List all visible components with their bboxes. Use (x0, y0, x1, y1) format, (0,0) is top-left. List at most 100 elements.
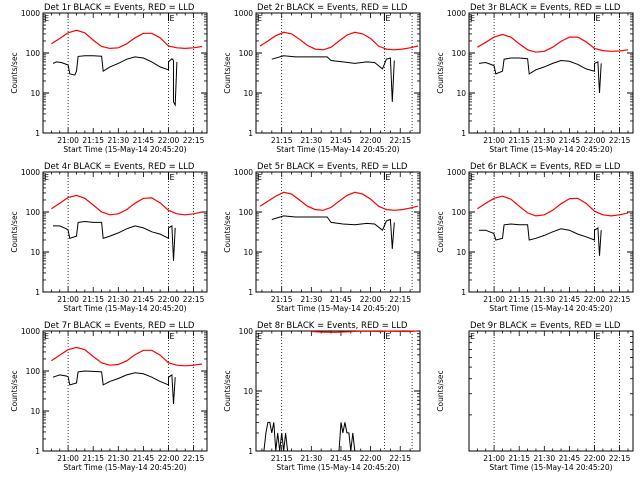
flag-marker: E (170, 332, 175, 341)
panel-8: Det 8r BLACK = Events, RED = LLD 1 10 100 Co… (223, 321, 421, 472)
panel-title: Det 4r BLACK = Events, RED = LLD (44, 162, 195, 172)
panel-5: Det 5r BLACK = Events, RED = LLD 1 10 100 10… (223, 162, 421, 313)
x-tick-label: 21:00 (57, 295, 79, 304)
x-tick-label: 21:30 (301, 454, 323, 463)
y-axis-label: Counts/sec (436, 370, 445, 411)
x-tick-label: 21:15 (271, 295, 293, 304)
y-axis-label: Counts/sec (223, 52, 232, 93)
y-tick-label: 10 (30, 248, 40, 257)
y-axis-label: Counts/sec (436, 52, 445, 93)
x-tick-label: 21:45 (133, 295, 155, 304)
x-tick-label: 21:45 (133, 136, 155, 145)
x-axis-label: Start Time (15-May-14 20:45:20) (489, 145, 612, 154)
event-rate-line (479, 223, 602, 256)
y-tick-label: 1000 (21, 327, 40, 336)
x-tick-label: 21:45 (330, 454, 352, 463)
panel-7: Det 7r BLACK = Events, RED = LLD 1 10 100 10… (10, 321, 208, 472)
x-tick-label: 21:30 (533, 454, 555, 463)
y-tick-label: 10 (456, 248, 466, 257)
x-tick-label: 21:30 (107, 295, 129, 304)
panel-title: Det 3r BLACK = Events, RED = LLD (470, 3, 621, 13)
x-tick-label: 21:30 (301, 295, 323, 304)
lld-rate-line (477, 33, 629, 53)
panel-title: Det 5r BLACK = Events, RED = LLD (257, 162, 408, 172)
flag-marker: E (470, 14, 475, 23)
flag-marker: E (596, 14, 601, 23)
event-rate-line (52, 55, 178, 107)
x-tick-label: 21:15 (82, 295, 104, 304)
x-tick-label: 21:15 (508, 454, 530, 463)
lld-rate-line (51, 346, 203, 367)
y-axis-label: Counts/sec (10, 52, 19, 93)
flag-marker: E (44, 332, 49, 341)
lld-rate-line (477, 195, 629, 217)
x-tick-label: 21:00 (483, 136, 505, 145)
event-rate-line (53, 220, 176, 261)
x-tick-label: 22:15 (389, 136, 411, 145)
x-tick-label: 21:30 (533, 136, 555, 145)
x-tick-label: 22:00 (584, 136, 606, 145)
x-tick-label: 21:45 (559, 295, 581, 304)
plot-frame (255, 171, 421, 293)
flag-marker: E (470, 332, 475, 341)
x-axis-label: Start Time (15-May-14 20:45:20) (63, 463, 186, 472)
x-tick-label: 21:00 (483, 454, 505, 463)
x-tick-label: 22:15 (183, 136, 205, 145)
plot-frame (42, 171, 208, 293)
x-tick-label: 21:15 (271, 136, 293, 145)
flag-marker: E (257, 173, 262, 182)
x-tick-label: 21:00 (483, 295, 505, 304)
y-axis-label: Counts/sec (10, 370, 19, 411)
y-axis-label: Counts/sec (10, 211, 19, 252)
x-tick-label: 21:45 (559, 136, 581, 145)
y-tick-label: 1 (35, 288, 40, 297)
x-axis-label: Start Time (15-May-14 20:45:20) (276, 145, 399, 154)
panel-4: Det 4r BLACK = Events, RED = LLD 1 10 100 10… (10, 162, 208, 313)
x-tick-label: 21:15 (271, 454, 293, 463)
x-axis-label: Start Time (15-May-14 20:45:20) (489, 304, 612, 313)
y-tick-label: 1000 (447, 168, 466, 177)
lld-rate-line (51, 194, 203, 216)
x-tick-label: 22:00 (584, 454, 606, 463)
x-tick-label: 22:00 (158, 454, 180, 463)
x-tick-label: 21:15 (82, 136, 104, 145)
panel-title: Det 6r BLACK = Events, RED = LLD (470, 162, 621, 172)
panel-3: Det 3r BLACK = Events, RED = LLD 1 10 100 10… (436, 3, 634, 154)
x-tick-label: 22:15 (609, 136, 631, 145)
panel-title: Det 1r BLACK = Events, RED = LLD (44, 3, 195, 13)
x-tick-label: 22:15 (183, 454, 205, 463)
x-tick-label: 22:00 (360, 136, 382, 145)
panel-title: Det 8r BLACK = Events, RED = LLD (257, 321, 408, 331)
y-tick-label: 1 (461, 288, 466, 297)
event-rate-line (52, 370, 176, 405)
y-tick-label: 10 (456, 89, 466, 98)
y-tick-label: 1 (35, 129, 40, 138)
x-tick-label: 22:00 (584, 295, 606, 304)
x-tick-label: 21:15 (508, 295, 530, 304)
plot-frame (42, 12, 208, 134)
x-axis-label: Start Time (15-May-14 20:45:20) (489, 463, 612, 472)
x-axis-label: Start Time (15-May-14 20:45:20) (276, 463, 399, 472)
lld-rate-line (259, 31, 419, 51)
y-tick-label: 10 (243, 89, 253, 98)
y-tick-label: 1 (248, 447, 253, 456)
x-tick-label: 22:00 (360, 295, 382, 304)
y-tick-label: 10 (243, 387, 253, 396)
y-tick-label: 1 (461, 129, 466, 138)
x-tick-label: 21:15 (82, 454, 104, 463)
x-tick-label: 21:30 (107, 454, 129, 463)
flag-marker: E (470, 173, 475, 182)
plot-frame (468, 171, 634, 293)
panel-title: Det 2r BLACK = Events, RED = LLD (257, 3, 408, 13)
y-tick-label: 100 (239, 327, 254, 336)
flag-marker: E (385, 173, 390, 182)
flag-marker: E (170, 14, 175, 23)
flag-marker: E (44, 14, 49, 23)
y-axis-label: Counts/sec (223, 370, 232, 411)
y-tick-label: 1000 (447, 9, 466, 18)
event-rate-line (263, 421, 359, 452)
y-tick-label: 100 (452, 208, 467, 217)
x-tick-label: 21:45 (330, 136, 352, 145)
panel-6: Det 6r BLACK = Events, RED = LLD 1 10 100 10… (436, 162, 634, 313)
